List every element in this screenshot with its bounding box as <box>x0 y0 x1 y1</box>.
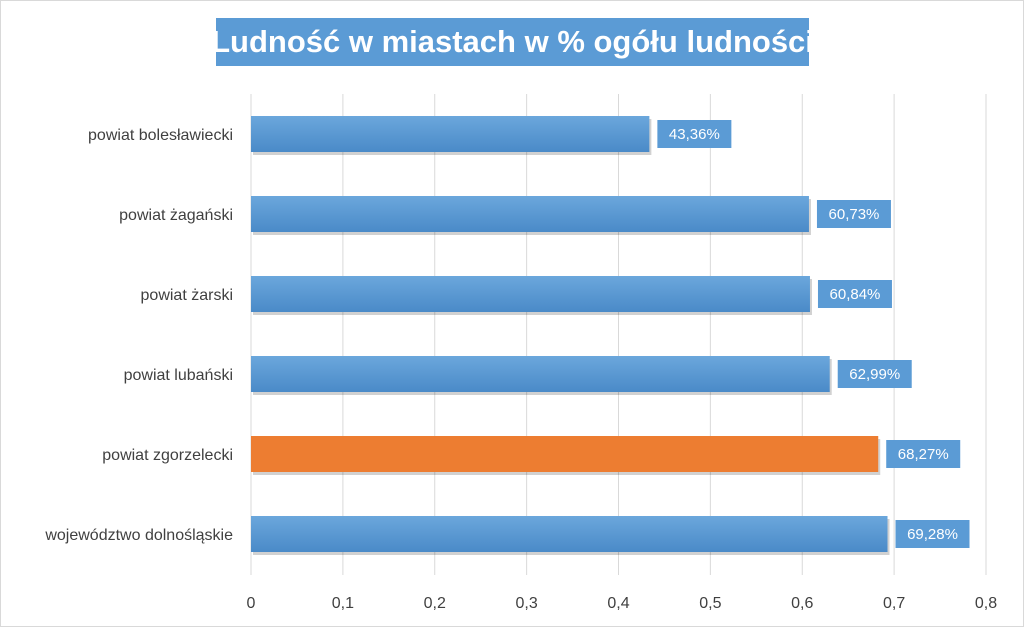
x-tick-label: 0 <box>247 595 256 612</box>
x-tick-label: 0,3 <box>516 595 538 612</box>
chart-title-box: Ludność w miastach w % ogółu ludności <box>211 18 814 66</box>
bar <box>251 356 830 392</box>
category-label: województwo dolnośląskie <box>44 527 233 544</box>
data-label-box <box>895 520 970 548</box>
data-label: 43,36% <box>669 126 720 143</box>
x-tick-label: 0,8 <box>975 595 997 612</box>
x-axis-tick-labels: 0 0,1 0,2 0,3 0,4 0,5 0,6 0,7 0,8 <box>247 595 998 612</box>
data-label: 69,28% <box>907 526 958 543</box>
data-label: 68,27% <box>898 446 949 463</box>
category-label: powiat lubański <box>124 367 233 384</box>
category-labels: powiat bolesławiecki powiat żagański powia… <box>44 127 233 544</box>
x-tick-label: 0,2 <box>424 595 446 612</box>
data-label-box <box>817 280 892 308</box>
bar <box>251 436 879 472</box>
bars <box>251 116 890 555</box>
chart-title: Ludność w miastach w % ogółu ludności <box>211 24 814 59</box>
bar <box>251 276 810 312</box>
data-label: 62,99% <box>849 366 900 383</box>
category-label: powiat żarski <box>141 287 233 304</box>
data-labels: 43,36% 60,73% 60,84% 62,99% 68,27% 69,28% <box>657 120 970 548</box>
x-tick-label: 0,7 <box>883 595 905 612</box>
data-label: 60,73% <box>829 206 880 223</box>
data-label-box <box>886 440 961 468</box>
x-tick-label: 0,4 <box>607 595 629 612</box>
data-label-box <box>816 200 891 228</box>
category-label: powiat zgorzelecki <box>102 447 233 464</box>
data-label-box <box>657 120 732 148</box>
x-tick-label: 0,6 <box>791 595 813 612</box>
gridlines <box>250 94 987 575</box>
category-label: powiat żagański <box>119 207 233 224</box>
x-tick-label: 0,5 <box>699 595 721 612</box>
bar <box>251 116 650 152</box>
category-label: powiat bolesławiecki <box>88 127 233 144</box>
x-tick-label: 0,1 <box>332 595 354 612</box>
data-label: 60,84% <box>830 286 881 303</box>
bar <box>251 516 888 552</box>
data-label-box <box>837 360 912 388</box>
bar <box>251 196 809 232</box>
